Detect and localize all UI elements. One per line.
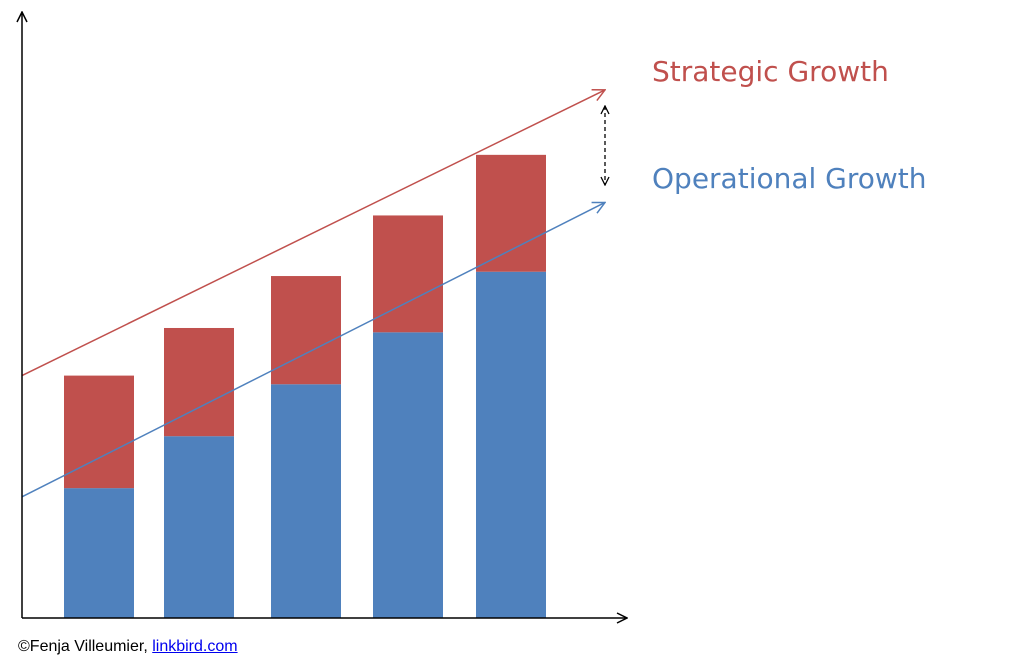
bar-strategic-1: [64, 375, 134, 489]
credit-text: ©Fenja Villeumier,: [18, 638, 153, 655]
legend-operational-growth: Operational Growth: [652, 162, 927, 195]
bar-operational-2: [164, 436, 234, 618]
copyright-credit: ©Fenja Villeumier, linkbird.com: [18, 638, 238, 656]
bar-strategic-3: [271, 276, 341, 385]
bar-strategic-4: [373, 215, 443, 333]
trend-line-operational: [21, 202, 605, 498]
legend-strategic-growth: Strategic Growth: [652, 55, 889, 88]
trend-lines-layer: [21, 90, 605, 498]
bar-operational-1: [64, 488, 134, 618]
bar-strategic-5: [476, 154, 546, 272]
bars-layer: [64, 154, 546, 618]
bar-operational-4: [373, 332, 443, 618]
bar-strategic-2: [164, 327, 234, 437]
trend-line-strategic: [21, 90, 605, 377]
bar-operational-3: [271, 384, 341, 618]
bar-operational-5: [476, 271, 546, 618]
credit-link[interactable]: linkbird.com: [152, 638, 238, 655]
